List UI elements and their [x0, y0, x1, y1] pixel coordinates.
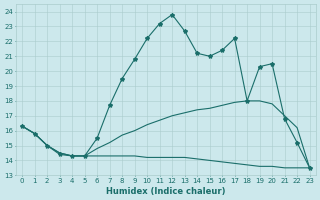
- X-axis label: Humidex (Indice chaleur): Humidex (Indice chaleur): [106, 187, 226, 196]
